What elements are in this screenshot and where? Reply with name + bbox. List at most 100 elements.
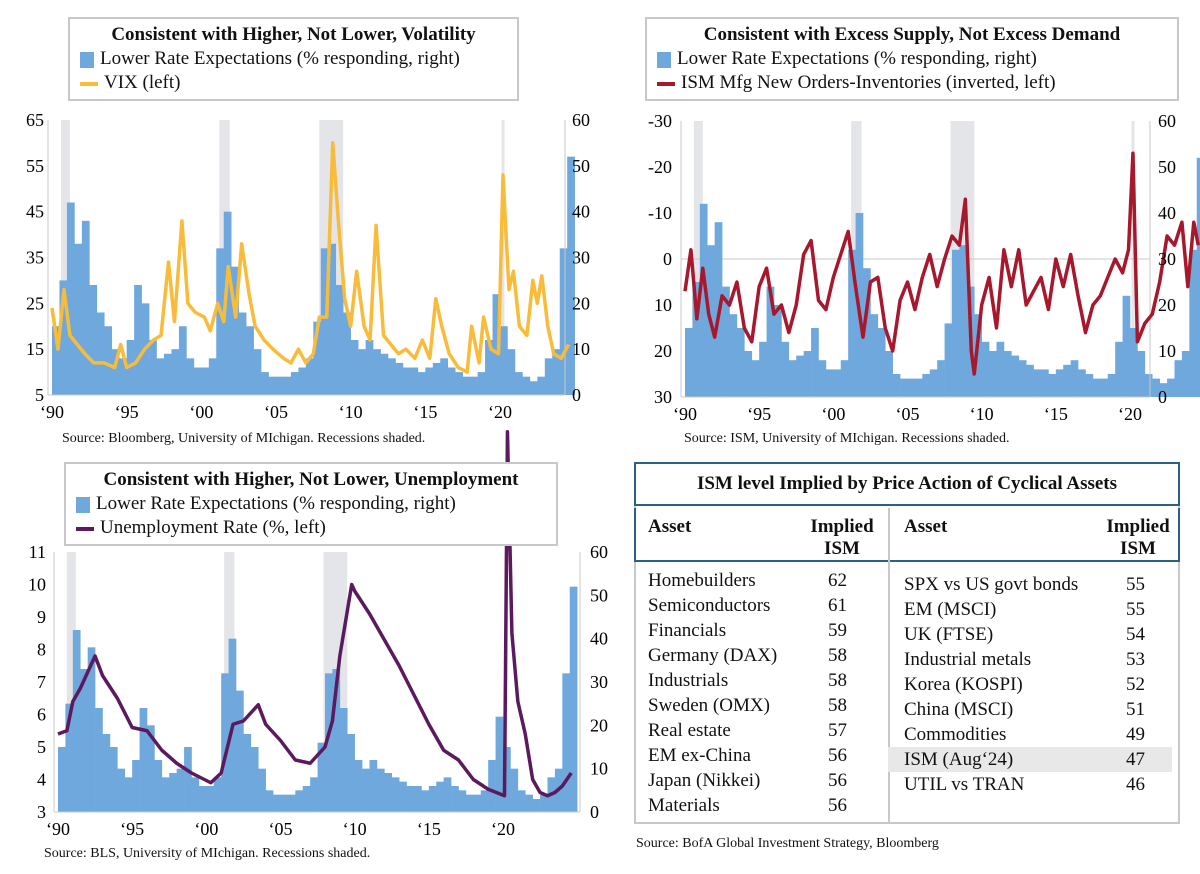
bar	[522, 376, 531, 395]
left-tick-label: 11	[29, 542, 46, 562]
table-row: Homebuilders 62	[648, 568, 878, 593]
asset-name: Germany (DAX)	[648, 645, 778, 666]
right-tick-label: 0	[572, 385, 581, 405]
implied-ism-value: 59	[828, 620, 847, 641]
asset-name: Real estate	[648, 720, 731, 741]
table-row: Sweden (OMX) 58	[648, 693, 878, 718]
bar	[59, 280, 68, 395]
bar	[65, 703, 74, 812]
bar	[699, 203, 708, 397]
legend-entry: Lower Rate Expectations (% responding, r…	[677, 48, 1037, 69]
table-source-note: Source: BofA Global Investment Strategy,…	[636, 836, 939, 851]
bar	[384, 773, 393, 812]
legend-swatch-bars	[657, 51, 671, 68]
asset-name: Japan (Nikkei)	[648, 770, 761, 791]
bar	[80, 669, 88, 812]
header-implied-line2: ISM	[1120, 538, 1156, 559]
bar	[870, 314, 879, 397]
header-implied: Implied ISM	[1100, 516, 1176, 560]
chart-0: 65 55 45 35 25 15 5 60 50 40 30 20 10 0 ‘90 ‘95 ‘00 ‘05 ‘1…	[26, 110, 590, 422]
bar	[1078, 369, 1086, 397]
bar	[223, 211, 232, 395]
legend-swatch-bars	[76, 496, 90, 513]
bar	[221, 673, 229, 812]
bar	[996, 341, 1005, 397]
bar	[885, 351, 893, 397]
x-tick-label: ‘10	[343, 819, 367, 839]
bar	[395, 362, 404, 395]
bar	[929, 369, 938, 397]
bar	[66, 202, 75, 395]
bar	[952, 249, 960, 397]
implied-ism-value: 58	[828, 695, 847, 716]
bar	[818, 360, 827, 397]
header-implied-line1: Implied	[1106, 516, 1170, 537]
bar	[238, 312, 247, 395]
bar	[391, 777, 400, 812]
bar	[410, 367, 419, 395]
table-row: Semiconductors 61	[648, 593, 878, 618]
x-tick-label: ‘20	[1118, 404, 1142, 424]
bar	[276, 376, 284, 395]
right-tick-label: 20	[572, 293, 590, 313]
right-tick-label: 60	[572, 110, 590, 130]
bar	[1181, 351, 1190, 397]
left-tick-label: -10	[648, 203, 672, 223]
asset-name: China (MSCI)	[904, 699, 1014, 720]
bar	[325, 673, 333, 812]
right-tick-label: 40	[572, 202, 590, 222]
x-tick-label: ‘95	[115, 402, 139, 422]
left-tick-label: 65	[26, 110, 44, 130]
bar	[1048, 374, 1057, 397]
bar	[421, 790, 430, 812]
implied-ism-value: 61	[828, 595, 847, 616]
bar	[191, 777, 200, 812]
legend-swatch-line	[657, 81, 675, 86]
x-tick-label: ‘10	[970, 404, 994, 424]
right-tick-label: 50	[1158, 157, 1176, 177]
chart-1: -30 -20 -10 0 10 20 30 60 50 40 30 20 10 0 ‘90 ‘95 ‘00 ‘0…	[648, 111, 1200, 424]
legend-swatch-bars	[80, 51, 94, 68]
bar	[414, 786, 422, 812]
bar	[1018, 360, 1027, 397]
bar	[907, 378, 916, 397]
bar	[119, 358, 127, 395]
x-tick-label: ‘05	[269, 819, 293, 839]
bar	[89, 285, 98, 395]
bar	[974, 314, 982, 397]
bar	[305, 358, 314, 395]
bar	[863, 268, 871, 397]
asset-name: Korea (KOSPI)	[904, 674, 1023, 695]
bar	[250, 747, 259, 812]
right-tick-label: 40	[590, 629, 608, 649]
bar	[335, 285, 344, 395]
chart-title: Consistent with Higher, Not Lower, Unemp…	[103, 469, 519, 490]
right-tick-label: 10	[1158, 341, 1176, 361]
table-title: ISM level Implied by Price Action of Cyc…	[634, 462, 1180, 506]
legend-entry: Lower Rate Expectations (% responding, r…	[96, 493, 456, 514]
bar	[273, 794, 281, 812]
bar	[848, 249, 856, 397]
bar	[280, 794, 289, 812]
bar	[376, 768, 385, 812]
legend-entry: ISM Mfg New Orders-Inventories (inverted…	[681, 72, 1056, 93]
x-tick-label: ‘15	[1044, 404, 1068, 424]
asset-name: Industrials	[648, 670, 729, 691]
x-tick-label: ‘00	[189, 402, 213, 422]
bar	[320, 248, 329, 395]
left-tick-label: 20	[654, 341, 672, 361]
bar	[788, 360, 797, 397]
bar	[246, 326, 254, 395]
bar	[388, 358, 396, 395]
left-tick-label: 7	[37, 672, 46, 692]
bar	[428, 786, 437, 812]
bar	[265, 790, 274, 812]
table-row: China (MSCI) 51	[888, 697, 1172, 722]
table-row: SPX vs US govt bonds 55	[888, 572, 1172, 597]
bar	[759, 341, 767, 397]
x-tick-label: ‘95	[120, 819, 144, 839]
bar	[95, 708, 103, 812]
source-note: Source: BLS, University of MIchigan. Rec…	[44, 846, 371, 861]
left-tick-label: 25	[26, 293, 44, 313]
